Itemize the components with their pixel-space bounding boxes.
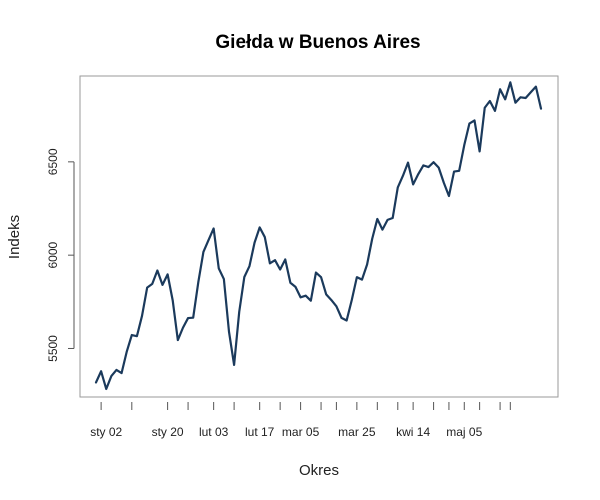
y-tick-label: 5500 bbox=[46, 335, 60, 362]
x-axis: sty 02 sty 20 lut 03 lut 17 mar 05 mar 25 kwi … bbox=[90, 402, 511, 439]
y-axis-label: Indeks bbox=[6, 215, 23, 259]
series-line bbox=[94, 81, 543, 391]
x-tick-label: mar 25 bbox=[338, 425, 376, 439]
x-tick-label: lut 03 bbox=[199, 425, 229, 439]
plot-frame bbox=[79, 75, 559, 398]
x-tick-label: kwi 14 bbox=[396, 425, 430, 439]
chart-title: Giełda w Buenos Aires bbox=[215, 32, 420, 53]
y-tick-label: 6000 bbox=[46, 241, 60, 268]
y-tick-label: 6500 bbox=[46, 148, 60, 175]
x-tick-label: maj 05 bbox=[446, 425, 482, 439]
x-tick-label: lut 17 bbox=[245, 425, 275, 439]
x-tick-label: sty 20 bbox=[152, 425, 184, 439]
y-axis: 5500 6000 6500 bbox=[46, 148, 75, 362]
x-axis-label: Okres bbox=[299, 462, 339, 479]
x-tick-label: mar 05 bbox=[282, 425, 320, 439]
x-tick-label: sty 02 bbox=[90, 425, 122, 439]
